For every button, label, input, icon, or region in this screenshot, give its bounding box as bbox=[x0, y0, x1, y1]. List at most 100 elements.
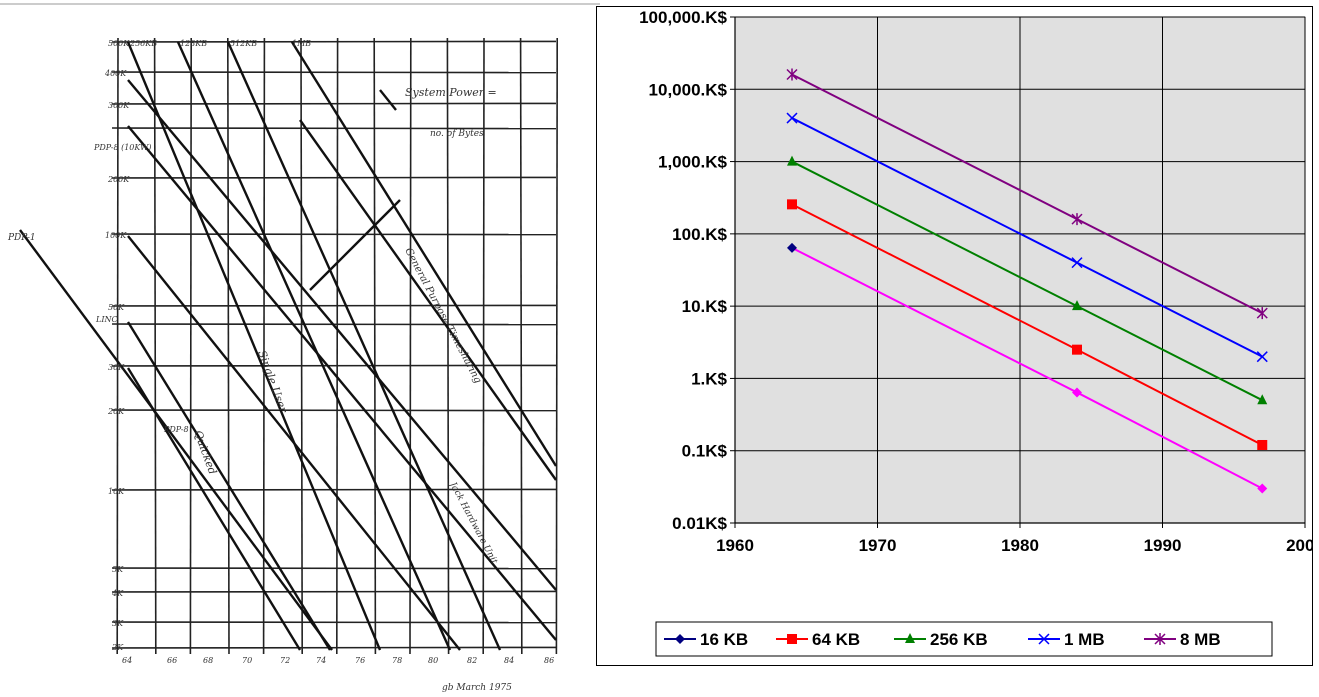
legend-swatch-marker bbox=[675, 634, 685, 644]
y-tick-label: 1.K$ bbox=[691, 369, 727, 388]
legend-item: 1 MB bbox=[1028, 630, 1105, 649]
data-point bbox=[1257, 394, 1268, 405]
legend-swatch-marker bbox=[905, 633, 915, 643]
sketch-label-200k: 200K bbox=[107, 175, 130, 184]
sketch-vline bbox=[373, 37, 377, 655]
y-tick-label: 100.K$ bbox=[672, 225, 727, 244]
sketch-hline bbox=[111, 71, 557, 74]
sketch-label-2k: 2K bbox=[111, 643, 124, 652]
sketch-label-pdp8-10kw: PDP-8 (10KW) bbox=[93, 143, 151, 152]
y-tick-label: 0.01K$ bbox=[672, 514, 727, 533]
data-point bbox=[1257, 483, 1268, 494]
sketch-vline bbox=[519, 37, 523, 655]
sketch-label-50k: 50K bbox=[108, 303, 125, 312]
sketch-xlabel-84: 84 bbox=[504, 656, 514, 665]
sketch-label-1mb: 1MB bbox=[292, 39, 311, 48]
series-64-kb bbox=[787, 199, 1268, 450]
y-tick-label: 0.1K$ bbox=[682, 442, 728, 461]
data-point bbox=[1071, 257, 1083, 269]
sketch-hline bbox=[111, 233, 557, 236]
sketch-xlabel-82: 82 bbox=[467, 656, 477, 665]
sketch-vline bbox=[446, 37, 450, 655]
sketch-vline bbox=[300, 37, 304, 655]
sketch-hline bbox=[111, 364, 557, 367]
sketch-xlabel-86: 86 bbox=[544, 656, 554, 665]
x-tick-label: 1960 bbox=[716, 536, 754, 555]
data-point bbox=[1071, 213, 1083, 226]
data-point bbox=[786, 112, 798, 124]
sketch-xlabel-74: 74 bbox=[316, 656, 326, 665]
data-point bbox=[1257, 439, 1268, 450]
data-point bbox=[786, 68, 798, 81]
legend-label: 256 KB bbox=[930, 630, 988, 649]
sketch-label-pdp8: PDP-8 bbox=[163, 425, 189, 434]
sketch-label-3k: 3K bbox=[112, 619, 124, 628]
legend-swatch-marker bbox=[1154, 633, 1166, 645]
legend-label: 1 MB bbox=[1064, 630, 1105, 649]
sketch-label-256kb: 256KB bbox=[129, 39, 157, 48]
sketch-hline bbox=[111, 621, 557, 624]
legend-label: 64 KB bbox=[812, 630, 860, 649]
sketch-xlabel-78: 78 bbox=[392, 656, 402, 665]
price-chart: 100,000.K$ 10,000.K$ 1,000.K$ 100.K$ 10.K$ 1.… bbox=[596, 6, 1319, 666]
sketch-signature: gb March 1975 bbox=[442, 683, 512, 692]
series-16-kb bbox=[787, 242, 1268, 494]
x-tick-label: 2000 bbox=[1286, 536, 1313, 555]
sketch-diagonal bbox=[127, 79, 557, 591]
sketch-vline bbox=[153, 37, 157, 655]
sketch-diagonal bbox=[176, 41, 452, 651]
y-tick-label: 10,000.K$ bbox=[649, 80, 728, 99]
sketch-xlabel-76: 76 bbox=[355, 656, 365, 665]
sketch-hline bbox=[111, 488, 557, 491]
sketch-label-5k: 5K bbox=[112, 565, 124, 574]
sketch-diagonal bbox=[126, 367, 302, 651]
sketch-diagonal bbox=[290, 41, 558, 467]
sketch-label-10k: 10K bbox=[108, 487, 125, 496]
sketch-label-20k: 20K bbox=[107, 407, 125, 416]
sketch-diagonal bbox=[126, 41, 382, 651]
sketch-diagonal bbox=[19, 229, 333, 651]
sketch-hline bbox=[111, 590, 557, 593]
sketch-grid bbox=[0, 3, 600, 655]
y-tick-label: 1,000.K$ bbox=[658, 153, 728, 172]
sketch-vline bbox=[409, 37, 412, 655]
data-point bbox=[787, 155, 797, 166]
legend-label: 16 KB bbox=[700, 630, 748, 649]
sketch-hline bbox=[111, 127, 557, 130]
data-point bbox=[1256, 307, 1268, 320]
sketch-vline bbox=[116, 37, 119, 655]
sketch-label-timesharing: General Purpose Timesharing bbox=[402, 246, 483, 385]
sketch-vline bbox=[189, 37, 192, 655]
sketch-diagonal bbox=[127, 235, 461, 651]
sketch-hline bbox=[111, 646, 557, 649]
sketch-vline bbox=[227, 37, 230, 655]
sketch-label-300k: 300K bbox=[108, 101, 130, 110]
sketch-diagonal bbox=[226, 41, 502, 651]
sketch-diagonal bbox=[126, 321, 332, 651]
sketch-xlabel-64: 64 bbox=[122, 656, 132, 665]
data-point bbox=[1072, 387, 1082, 398]
series-8-mb bbox=[786, 68, 1268, 320]
sketch-hline bbox=[111, 40, 557, 43]
chart-svg: 100,000.K$ 10,000.K$ 1,000.K$ 100.K$ 10.K$ 1.… bbox=[596, 6, 1319, 666]
sketch-label-30k: 30K bbox=[108, 363, 125, 372]
data-point bbox=[1256, 351, 1268, 363]
legend-item: 64 KB bbox=[776, 630, 860, 649]
sketch-label-system-power: System Power = bbox=[405, 86, 497, 99]
sketch-label-pdp1: PDP-1 bbox=[7, 233, 36, 243]
x-tick-label: 1970 bbox=[859, 536, 897, 555]
sketch-xlabel-66: 66 bbox=[167, 656, 177, 665]
sketch-hline bbox=[111, 567, 557, 570]
sketch-label-400k: 400K bbox=[104, 69, 127, 78]
x-tick-label: 1980 bbox=[1001, 536, 1039, 555]
y-tick-label: 10.K$ bbox=[682, 297, 728, 316]
sketch-xlabel-72: 72 bbox=[280, 656, 290, 665]
sketch-diagonals bbox=[19, 41, 558, 651]
handdrawn-sketch: 500K 400K 300K 200K 100K 50K 30K 20K 10K… bbox=[0, 0, 600, 693]
sketch-hline bbox=[111, 176, 557, 179]
legend-item: 16 KB bbox=[664, 630, 748, 649]
data-point bbox=[787, 199, 797, 210]
sketch-xlabel-80: 80 bbox=[428, 656, 438, 665]
sketch-label-500k: 500K bbox=[108, 39, 130, 48]
y-tick-label: 100,000.K$ bbox=[639, 8, 727, 27]
